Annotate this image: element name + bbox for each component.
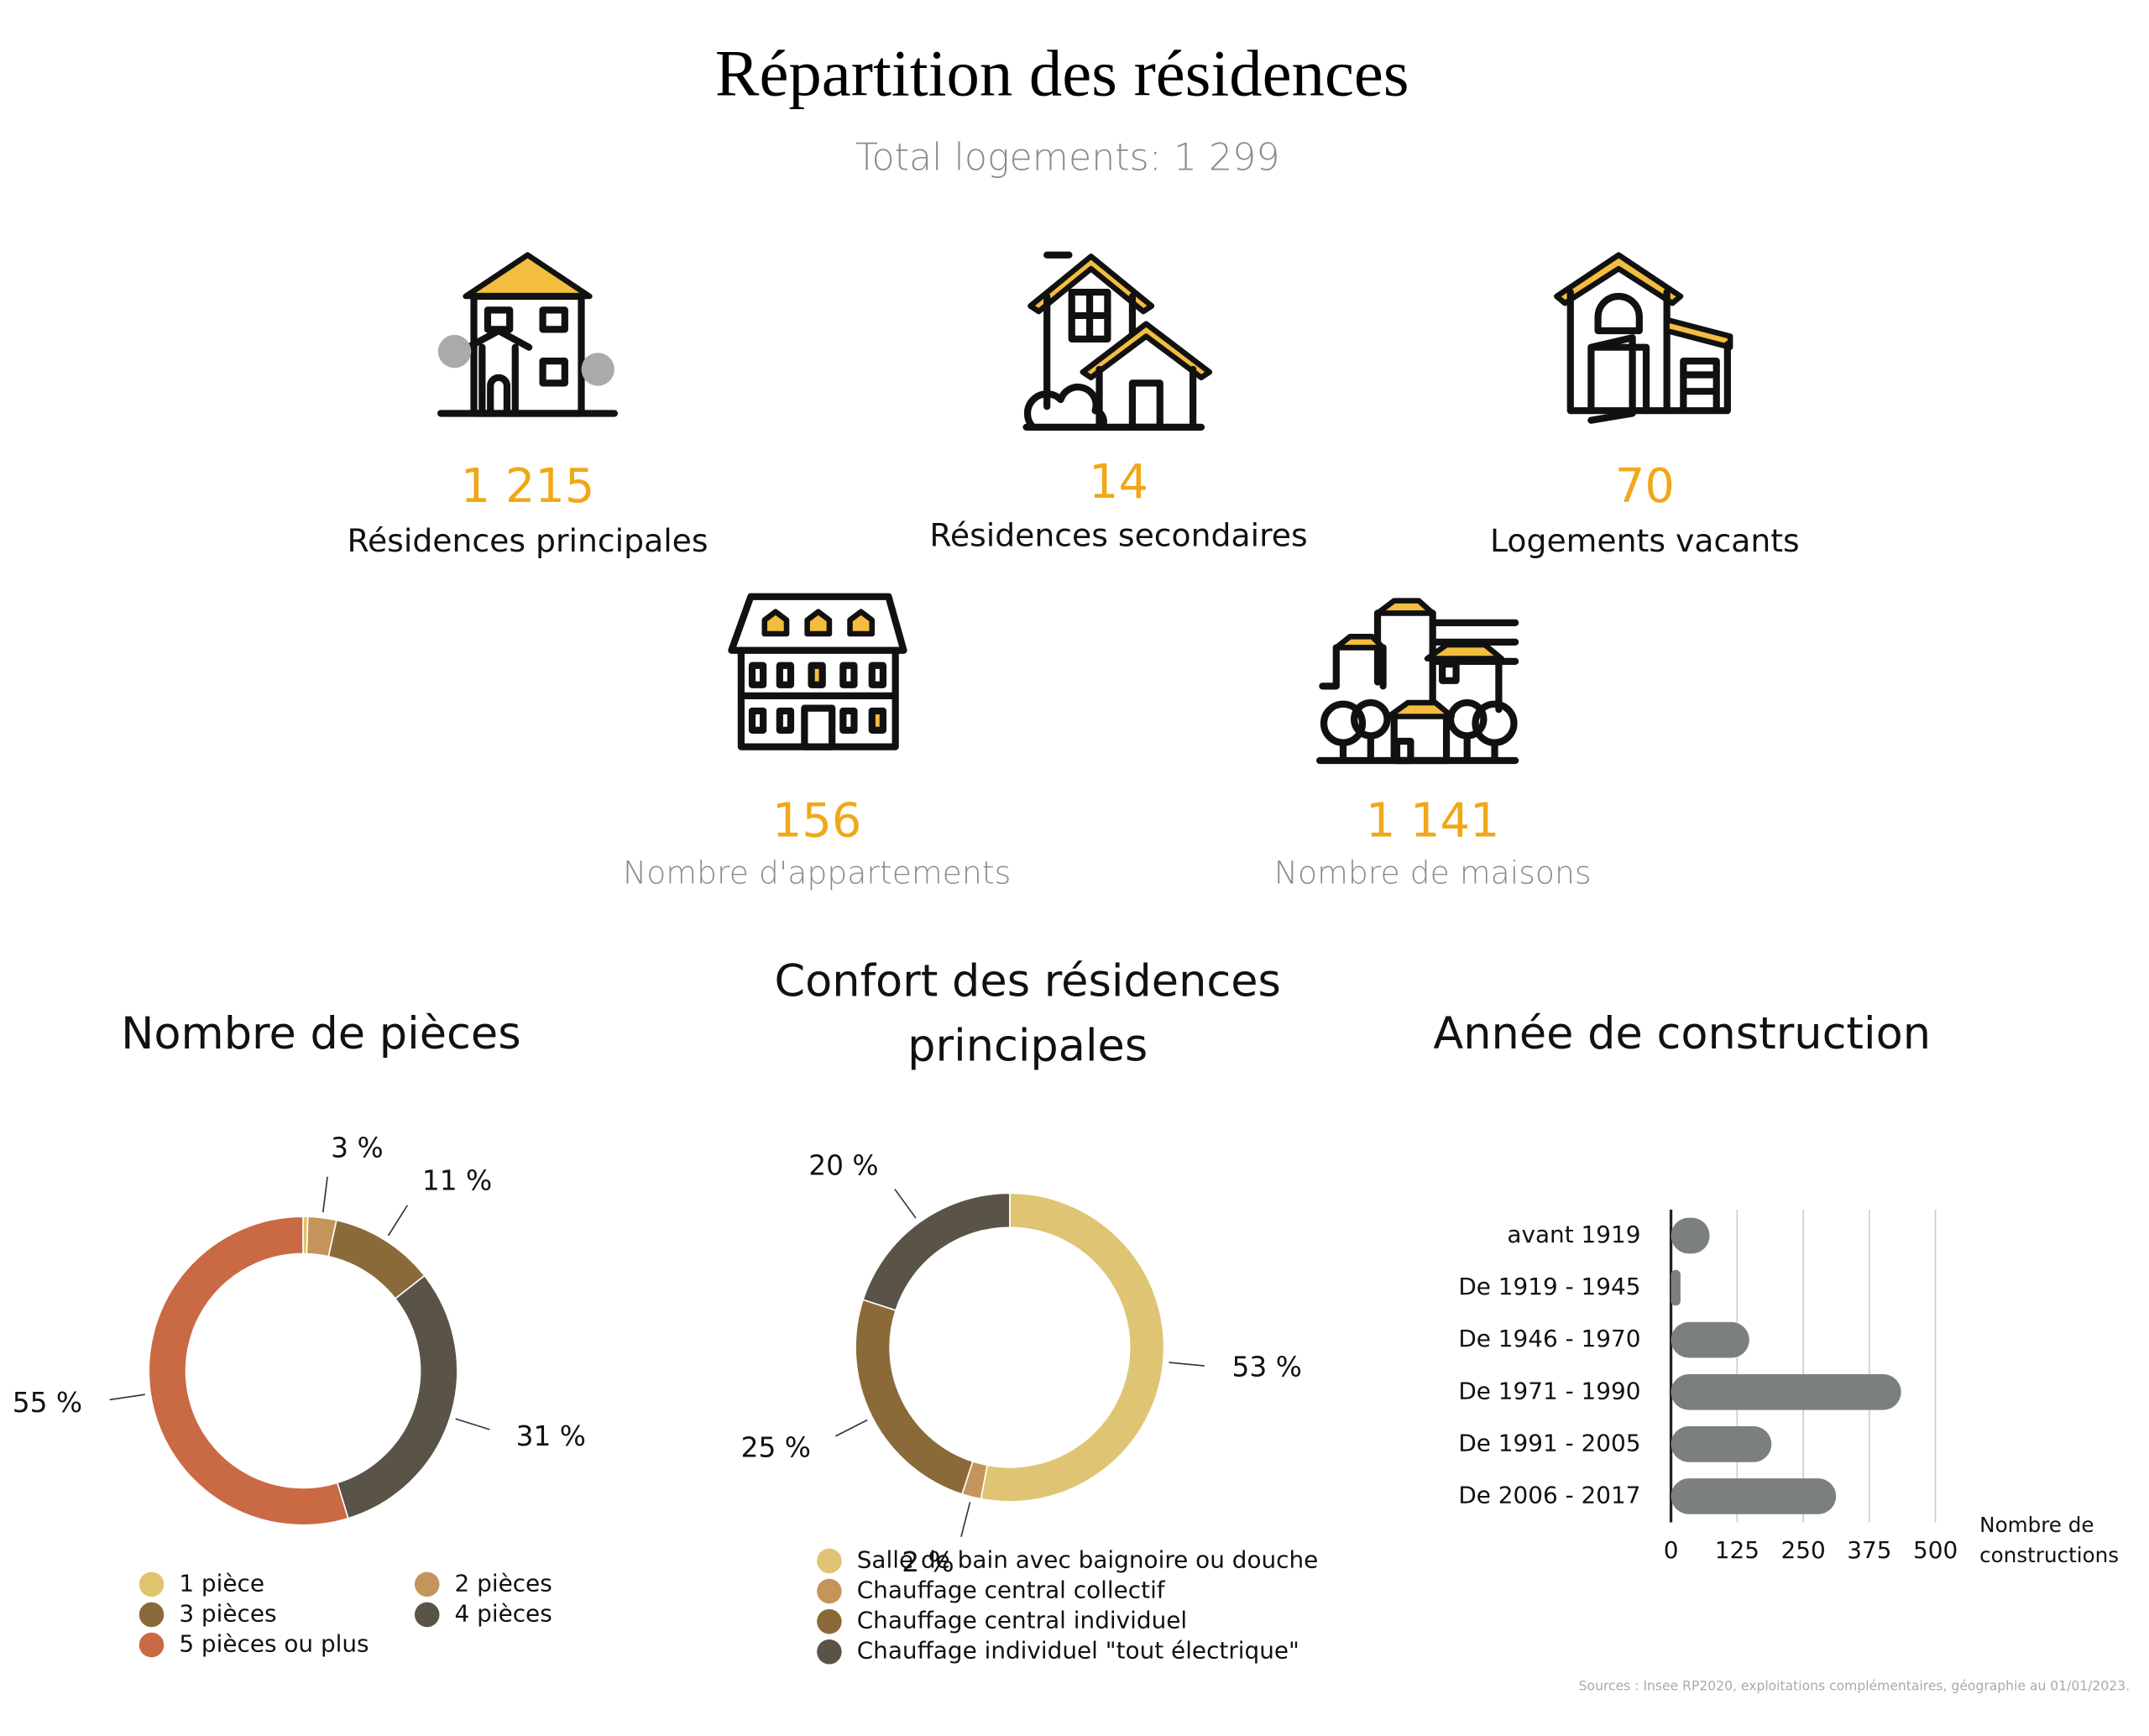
page-title: Répartition des résidences [715, 37, 1409, 110]
chart-title-box: Année de construction [1433, 1007, 1932, 1060]
data-label: 25 % [741, 1431, 811, 1463]
pie-slice [336, 1274, 458, 1519]
source: Sources : Insee RP2020, exploitations co… [1579, 1678, 2130, 1693]
x-tick-label: 375 [1847, 1536, 1891, 1564]
data-label: 20 % [808, 1150, 878, 1182]
leader-line [894, 1189, 917, 1219]
leader-line [1169, 1362, 1205, 1367]
data-label: 2 % [902, 1546, 954, 1578]
legend-label: 2 pièces [455, 1569, 552, 1597]
data-label: 11 % [422, 1165, 492, 1197]
bar [1671, 1373, 1901, 1410]
leader-line [455, 1418, 490, 1430]
legend-swatch [817, 1578, 842, 1604]
stat-value: 156 [772, 794, 861, 849]
icon-vacant [1554, 252, 1733, 424]
legend-label: 1 pièce [179, 1569, 264, 1597]
x-tick-label: 125 [1715, 1536, 1759, 1564]
chart-title: Nombre de pièces [121, 1007, 521, 1060]
legend-swatch [414, 1602, 440, 1628]
legend-label: Chauffage central individuel [857, 1607, 1187, 1634]
legend-swatch [817, 1548, 842, 1574]
stat-value: 1 215 [461, 459, 595, 514]
stat-label: Résidences principales [347, 522, 708, 559]
data-label: 3 % [331, 1132, 384, 1164]
stat-label: Logements vacants [1490, 522, 1800, 559]
legend-swatch [414, 1571, 440, 1597]
stat-value: 70 [1615, 459, 1675, 514]
stat-value: 1 141 [1366, 794, 1500, 849]
stat-label: Nombre de maisons [1274, 855, 1592, 892]
bar [1671, 1321, 1749, 1358]
stat-value: 14 [1089, 455, 1148, 510]
pie-slice [980, 1192, 1165, 1503]
data-label: 55 % [13, 1387, 82, 1419]
y-tick-label: avant 1919 [1507, 1221, 1640, 1248]
legend-label: 4 pièces [455, 1599, 552, 1627]
pie-slice [862, 1192, 1011, 1311]
chart-title: Année de construction [1433, 1007, 1932, 1060]
y-tick-label: De 1971 - 1990 [1458, 1377, 1640, 1404]
y-tick-label: De 2006 - 2017 [1458, 1481, 1640, 1509]
stat-label: Nombre d'appartements [623, 855, 1011, 892]
y-tick-label: De 1946 - 1970 [1458, 1325, 1640, 1352]
stat-label: Résidences secondaires [929, 517, 1307, 554]
leader-line [834, 1419, 868, 1437]
legend-swatch [139, 1632, 165, 1658]
legend-label: Salle de bain avec baignoire ou douche [857, 1545, 1319, 1573]
y-tick-label: De 1991 - 2005 [1458, 1429, 1640, 1456]
legend-label: 3 pièces [179, 1599, 276, 1627]
legend-swatch [817, 1608, 842, 1634]
bar [1671, 1269, 1681, 1306]
chart-title-box: Confort des résidences principales [774, 954, 1281, 1072]
x-tick-label: 250 [1780, 1536, 1825, 1564]
legend-swatch [139, 1602, 165, 1628]
legend-swatch [817, 1639, 842, 1665]
leader-line [109, 1394, 145, 1401]
x-tick-label: 0 [1664, 1536, 1679, 1564]
icon-apartments [728, 593, 907, 750]
chart-title: Confort des résidences principales [774, 954, 1281, 1072]
pie-slice [855, 1299, 974, 1495]
leader-line [387, 1205, 409, 1237]
pie-slice [148, 1216, 349, 1526]
bar [1671, 1478, 1837, 1514]
legend-label: Chauffage central collectif [857, 1577, 1166, 1604]
chart-title-box: Nombre de pièces [121, 1007, 521, 1060]
legend-label: 5 pièces ou plus [179, 1630, 369, 1658]
y-tick-label: De 1919 - 1945 [1458, 1273, 1640, 1300]
page-subtitle: Total logements: 1 299 [855, 137, 1280, 180]
icon-houses [1022, 251, 1213, 431]
x-tick-label: 500 [1913, 1536, 1958, 1564]
bar [1671, 1217, 1710, 1254]
leader-line [960, 1502, 971, 1537]
icon-village [1315, 598, 1519, 765]
x-axis-label-box: Nombre de constructions [1979, 1513, 2120, 1568]
bar [1671, 1426, 1772, 1462]
icon-house [437, 252, 618, 417]
data-label: 53 % [1232, 1352, 1302, 1383]
legend-swatch [139, 1571, 165, 1597]
legend-label: Chauffage individuel "tout électrique" [857, 1637, 1299, 1665]
x-axis-label: Nombre de constructions [1979, 1513, 2120, 1568]
leader-line [322, 1176, 328, 1213]
data-label: 31 % [516, 1420, 586, 1452]
